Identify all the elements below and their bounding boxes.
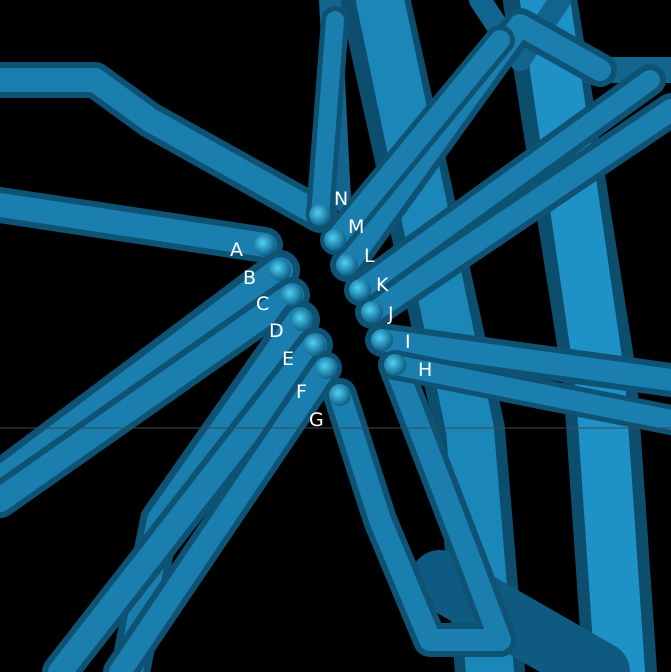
tip-m [324,229,346,251]
label-m: M [348,216,364,238]
tip-d [291,309,313,331]
label-a: A [230,239,243,261]
label-i: I [405,331,411,353]
label-e: E [282,348,294,370]
tube-tips [254,204,406,406]
label-j: J [387,303,394,325]
tip-i [371,329,393,351]
tip-l [336,254,358,276]
tip-j [361,301,383,323]
label-c: C [256,293,269,315]
label-n: N [334,188,348,210]
label-f: F [296,381,307,403]
tip-n [309,204,331,226]
tip-labels: A B C D E F G H I J K L M N [230,188,432,431]
label-h: H [418,359,432,381]
label-k: K [376,274,389,296]
tip-h [384,354,406,376]
right-tubes [306,6,671,657]
label-b: B [243,267,256,289]
label-l: L [364,245,375,267]
tip-b [269,259,291,281]
tip-a [254,234,276,256]
label-g: G [309,409,324,431]
left-tubes [0,62,342,672]
tip-k [349,279,371,301]
tip-f [316,357,338,379]
tip-e [304,334,326,356]
tip-c [281,284,303,306]
label-d: D [269,320,284,342]
tip-g [329,384,351,406]
